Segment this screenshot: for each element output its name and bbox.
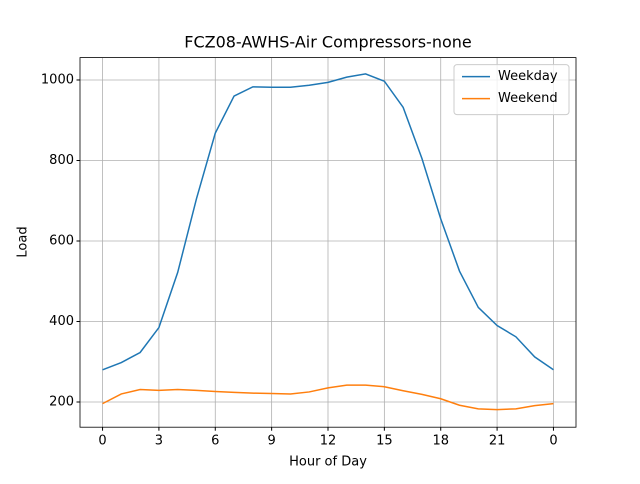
x-tick-label: 9 <box>267 434 275 449</box>
y-tick-label: 600 <box>49 233 74 248</box>
x-axis-label: Hour of Day <box>289 455 367 470</box>
y-tick-label: 1000 <box>41 72 74 87</box>
y-tick-label: 800 <box>49 153 74 168</box>
x-tick-label: 0 <box>98 434 106 449</box>
legend-label: Weekday <box>498 69 558 84</box>
y-axis-label: Load <box>16 226 31 257</box>
x-tick-label: 0 <box>549 434 557 449</box>
x-tick-label: 21 <box>489 434 506 449</box>
legend-label: Weekend <box>498 91 558 106</box>
chart-title: FCZ08-AWHS-Air Compressors-none <box>184 33 472 52</box>
line <box>102 384 554 411</box>
x-tick-label: 15 <box>376 434 393 449</box>
x-tick-label: 3 <box>155 434 163 449</box>
y-tick-label: 400 <box>49 314 74 329</box>
x-tick-label: 18 <box>432 434 449 449</box>
line <box>102 73 554 371</box>
x-tick-label: 12 <box>320 434 337 449</box>
x-tick-label: 6 <box>211 434 219 449</box>
y-tick-label: 200 <box>49 395 74 410</box>
plot-frame <box>79 57 577 428</box>
